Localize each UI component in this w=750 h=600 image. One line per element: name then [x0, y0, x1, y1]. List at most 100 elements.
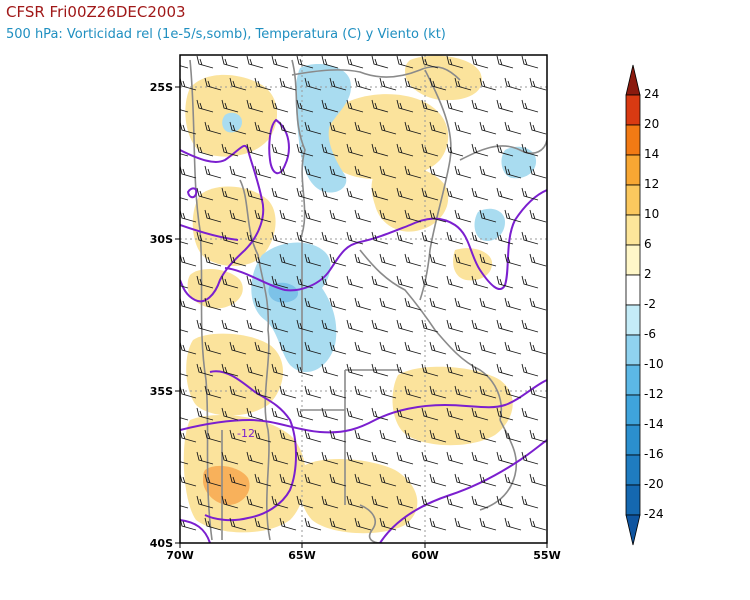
wind-barb: [354, 77, 372, 91]
wind-barb: [371, 187, 389, 201]
wind-barb: [429, 77, 447, 91]
vorticity-negative-area: [251, 242, 337, 373]
wind-barb: [180, 153, 189, 157]
wind-barb: [204, 473, 222, 487]
province-borders: [221, 240, 303, 540]
wind-barb: [504, 341, 522, 355]
wind-barb: [404, 297, 422, 311]
wind-barb: [496, 451, 514, 465]
colorbar-segment: [625, 124, 641, 156]
wind-barb: [321, 319, 339, 333]
wind-barb: [404, 253, 422, 267]
wind-barbs: [180, 55, 547, 531]
colorbar-segment: [625, 454, 641, 486]
wind-barb: [304, 253, 322, 267]
wind-barb: [204, 253, 222, 267]
wind-barb: [396, 187, 414, 201]
colorbar-segments: [625, 64, 641, 546]
wind-barb: [279, 209, 297, 223]
wind-barb: [229, 517, 247, 531]
wind-barb: [446, 275, 464, 289]
wind-barb: [454, 253, 472, 267]
wind-barb: [204, 517, 222, 531]
wind-barb: [404, 121, 422, 135]
wind-barb: [329, 385, 347, 399]
wind-barb: [496, 55, 514, 69]
wind-barb: [254, 121, 272, 135]
vorticity-strong-positive-area: [203, 465, 250, 505]
wind-barb: [521, 275, 539, 289]
wind-barb: [196, 143, 214, 157]
wind-barb: [271, 143, 289, 157]
colorbar-top-triangle: [625, 64, 641, 96]
pacific-coastline: [189, 59, 213, 541]
wind-barb: [271, 407, 289, 421]
wind-barb: [221, 363, 239, 377]
wind-barb: [354, 165, 372, 179]
wind-barb: [521, 231, 539, 245]
wind-barb: [296, 231, 314, 245]
wind-barb: [396, 319, 414, 333]
wind-barb: [321, 143, 339, 157]
wind-barb: [229, 429, 247, 443]
colorbar-segment: [625, 274, 641, 306]
wind-barb: [346, 495, 364, 509]
wind-barb: [180, 417, 189, 421]
wind-barb: [321, 187, 339, 201]
colorbar-label: -14: [644, 417, 664, 431]
wind-barb: [479, 165, 497, 179]
temperature-contour: [186, 187, 198, 199]
wind-barb: [479, 77, 497, 91]
wind-barb: [471, 99, 489, 113]
wind-barb: [479, 341, 497, 355]
wind-barb: [454, 297, 472, 311]
wind-barb: [229, 341, 247, 355]
colorbar-segment: [625, 364, 641, 396]
wind-barb: [229, 385, 247, 399]
wind-barb: [429, 297, 447, 311]
lat-label: 30S: [150, 233, 173, 246]
wind-barb: [504, 77, 522, 91]
wind-barb: [296, 407, 314, 421]
wind-barb: [396, 231, 414, 245]
wind-barb: [504, 297, 522, 311]
temperature-contour: [268, 118, 290, 175]
wind-barb: [379, 341, 397, 355]
wind-barb: [421, 99, 439, 113]
wind-barb: [404, 209, 422, 223]
wind-barb: [229, 77, 247, 91]
wind-barb: [204, 77, 222, 91]
wind-barb: [379, 77, 397, 91]
vorticity-positive-area: [324, 94, 449, 180]
wind-barb: [421, 363, 439, 377]
wind-barb: [371, 319, 389, 333]
wind-barb: [180, 329, 189, 333]
wind-barb: [221, 99, 239, 113]
wind-barb: [246, 143, 264, 157]
wind-barb: [254, 517, 272, 531]
wind-barb: [196, 407, 214, 421]
wind-barb: [529, 77, 547, 91]
wind-barb: [446, 55, 464, 69]
wind-barb: [404, 77, 422, 91]
colorbar-segment: [625, 184, 641, 216]
wind-barb: [529, 341, 547, 355]
temperature-contour: [180, 224, 239, 241]
colorbar-label: 10: [644, 207, 659, 221]
vorticity-positive-area: [405, 55, 482, 101]
wind-barb: [471, 319, 489, 333]
colorbar: 24 20 14 12 10 6 2 -2 -6 -10 -12 -14 -16…: [625, 64, 664, 546]
wind-barb: [371, 143, 389, 157]
wind-barb: [329, 429, 347, 443]
wind-barb: [196, 275, 214, 289]
wind-barb: [329, 297, 347, 311]
wind-barb: [421, 407, 439, 421]
wind-barb: [180, 241, 189, 245]
wind-barb: [404, 473, 422, 487]
temperature-contour: [180, 379, 547, 434]
wind-barb: [321, 495, 339, 509]
wind-barb: [304, 341, 322, 355]
wind-barb: [271, 275, 289, 289]
wind-barb: [221, 451, 239, 465]
lat-label: 35S: [150, 385, 173, 398]
